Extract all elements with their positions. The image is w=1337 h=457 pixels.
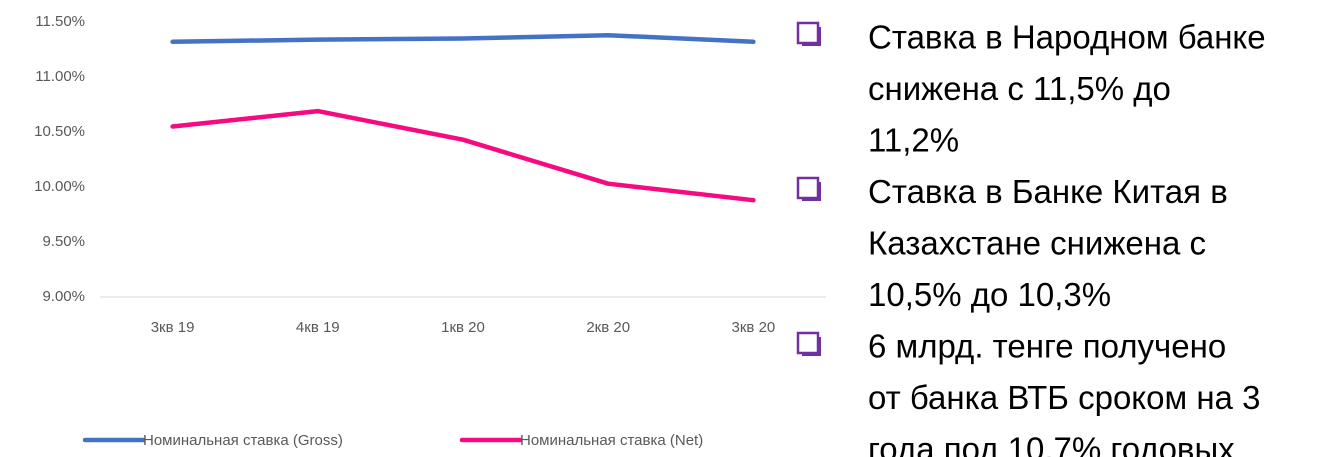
y-tick-label: 11.00% [35,68,85,85]
bullet-icon [796,21,820,45]
bullet-icon-shadow [802,198,821,201]
bullet-text: от банка ВТБ сроком на 3 [868,379,1260,416]
bullet-text: 10,5% до 10,3% [868,276,1111,313]
bullet-icon [796,331,820,355]
legend-label: Номинальная ставка (Net) [520,432,703,449]
x-tick-label: 1кв 20 [441,319,485,336]
x-tick-label: 3кв 19 [151,319,195,336]
y-tick-label: 11.50% [35,13,85,30]
x-tick-label: 2кв 20 [586,319,630,336]
x-tick-label: 3кв 20 [732,319,776,336]
bullet-text: 6 млрд. тенге получено [868,328,1226,365]
bullet-text: 11,2% [868,122,959,159]
bullet-text: Казахстане снижена с [868,225,1206,262]
series-line [170,32,756,45]
bullet-text: года под 10,7% годовых [868,431,1235,457]
x-tick-label: 4кв 19 [296,319,340,336]
series-line [170,108,756,203]
bullet-icon [796,176,820,200]
bullet-icon-shadow [818,182,821,200]
y-tick-label: 9.00% [42,288,85,305]
bullet-icon-shadow [818,27,821,45]
legend-label: Номинальная ставка (Gross) [143,432,343,449]
bullet-text: Ставка в Банке Китая в [868,173,1228,210]
bullet-text: Ставка в Народном банке [868,19,1266,56]
bullet-icon-shadow [818,337,821,355]
bullet-icons [796,21,821,356]
bullet-icon-shadow [802,353,821,356]
y-tick-label: 10.50% [34,123,85,140]
y-tick-label: 9.50% [42,233,85,250]
bullet-icon-shadow [802,43,821,46]
y-tick-label: 10.00% [34,178,85,195]
bullet-text: снижена с 11,5% до [868,70,1171,107]
